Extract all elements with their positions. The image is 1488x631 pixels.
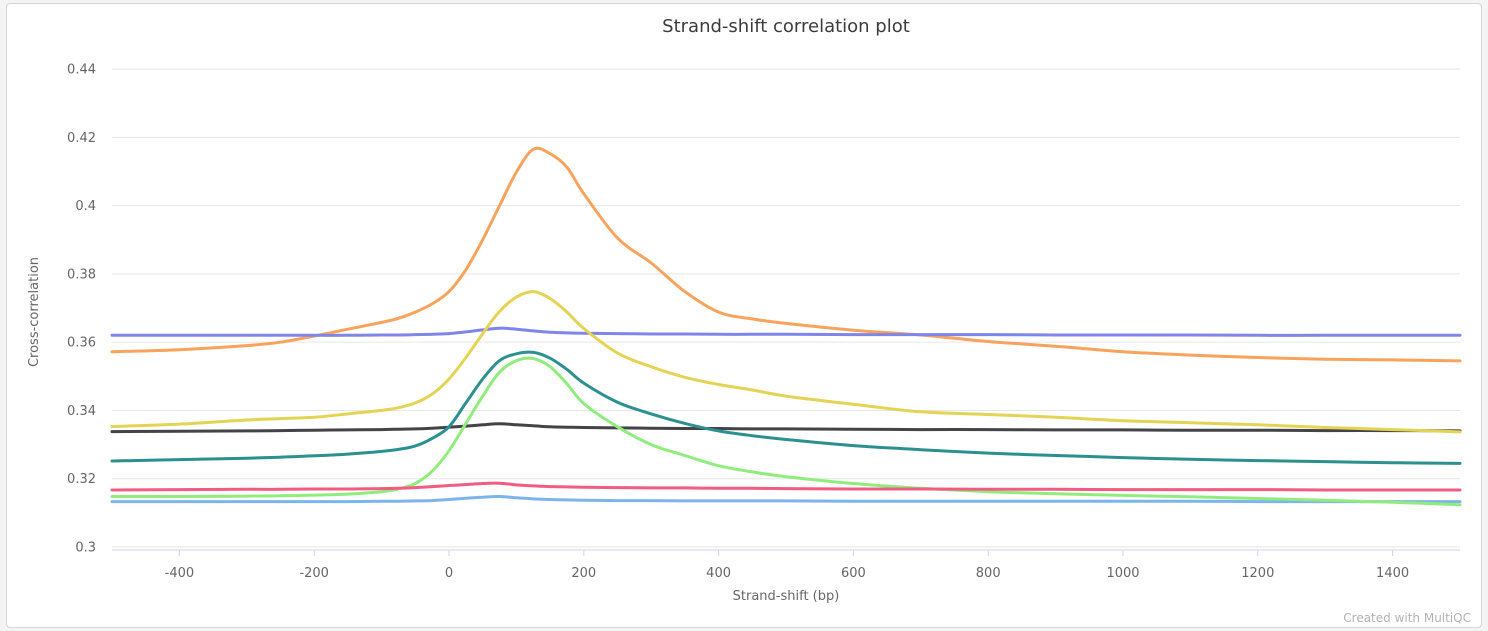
y-tick-label: 0.4 <box>75 199 96 214</box>
series-line-light-green-peak <box>110 356 1462 507</box>
y-tick-label: 0.42 <box>67 131 96 146</box>
axis-layer: 0.3 0.32 0.34 0.36 0.38 0.4 0.42 0.44 -400 -200 0 2… <box>67 63 1460 581</box>
x-tick-label: -200 <box>299 566 329 581</box>
y-tick-label: 0.44 <box>67 63 96 78</box>
y-axis-title: Cross-correlation <box>27 257 42 367</box>
grid-layer <box>112 68 1460 548</box>
x-axis-title: Strand-shift (bp) <box>733 589 840 604</box>
chart-title: Strand-shift correlation plot <box>662 16 910 37</box>
y-tick-label: 0.34 <box>67 404 96 419</box>
y-tick-label: 0.32 <box>67 472 96 487</box>
series-line-yellow-peak <box>110 290 1462 434</box>
x-tick-label: 1000 <box>1106 566 1139 581</box>
x-tick-label: 600 <box>841 566 866 581</box>
series-line-orange-tall-peak <box>110 146 1462 363</box>
series-line-pink-flat <box>110 481 1462 492</box>
plot-card <box>6 3 1482 628</box>
x-tick-label: 200 <box>571 566 596 581</box>
x-tick-label: 800 <box>976 566 1001 581</box>
series-line-light-blue-flat <box>110 494 1462 504</box>
x-tick-label: 1200 <box>1241 566 1274 581</box>
x-tick-label: 400 <box>706 566 731 581</box>
multiqc-watermark: Created with MultiQC <box>1343 611 1471 625</box>
y-tick-label: 0.3 <box>75 541 96 556</box>
series-line-dark-gray-flat <box>110 422 1462 434</box>
x-tick-label: 0 <box>445 566 453 581</box>
series-layer <box>110 146 1462 507</box>
series-line-teal-peak <box>110 350 1462 465</box>
y-tick-label: 0.36 <box>67 336 96 351</box>
x-tick-label: -400 <box>165 566 195 581</box>
x-tick-label: 1400 <box>1376 566 1409 581</box>
y-tick-label: 0.38 <box>67 267 96 282</box>
series-line-purple-flat <box>110 326 1462 337</box>
